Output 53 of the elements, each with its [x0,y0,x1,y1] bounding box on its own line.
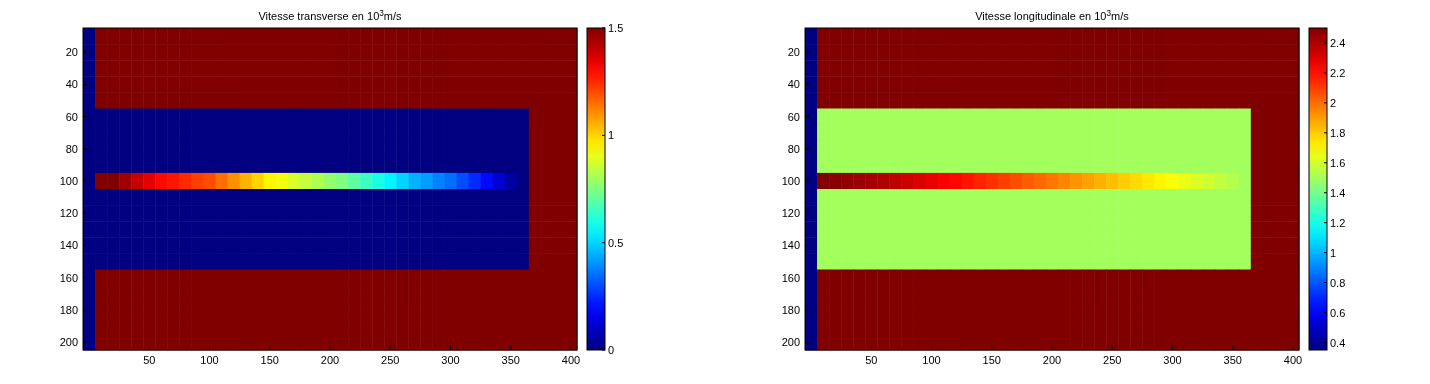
color-bar-label: 2.4 [1330,36,1346,49]
x-tick-label: 200 [320,354,340,366]
color-bar-label: 0.5 [608,236,624,249]
color-bar-label: 0.8 [1330,276,1346,289]
y-tick-label: 100 [781,174,800,187]
y-tick-label: 140 [781,239,800,252]
color-bar-label: 1.4 [1330,186,1346,199]
color-bar-label: 2.2 [1330,66,1346,79]
y-tick-label: 120 [59,207,78,220]
x-tick-label: 400 [561,354,581,366]
x-tick-label: 150 [260,354,279,366]
y-tick-label: 160 [59,271,78,284]
color-bar-label: 1 [1330,246,1337,259]
x-tick-label: 50 [865,354,878,366]
x-tick-label: 150 [982,354,1001,366]
x-tick-label: 300 [1163,354,1182,366]
y-tick-label: 60 [65,110,78,123]
y-tick-label: 100 [59,174,78,187]
color-bar-label: 0.6 [1330,306,1346,319]
x-tick-label: 250 [381,354,400,366]
x-tick-label: 100 [922,354,941,366]
chart-title: Vitesse transverse en 10$^{3}$m/s [258,8,403,22]
y-tick-label: 20 [65,46,78,59]
x-tick-label: 250 [1103,354,1122,366]
x-tick-label: 350 [1223,354,1242,366]
x-tick-label: 100 [200,354,219,366]
color-bar-label: 1.5 [608,22,624,34]
y-tick-label: 40 [787,78,800,91]
y-tick-label: 80 [65,142,78,155]
y-tick-label: 60 [787,110,800,123]
y-tick-label: 160 [781,271,800,284]
color-bar-label: 0.4 [1330,336,1346,349]
y-tick-label: 40 [65,78,78,91]
y-tick-label: 180 [59,303,78,316]
y-tick-label: 200 [59,335,78,348]
color-bar-label: 2 [1330,96,1337,109]
y-tick-label: 120 [781,207,800,220]
y-tick-label: 80 [787,142,800,155]
chart-title: Vitesse longitudinale en 10$^{3}$m/s [975,8,1130,22]
y-tick-label: 140 [59,239,78,252]
x-tick-label: 400 [1283,354,1303,366]
y-tick-label: 180 [781,303,800,316]
y-tick-label: 200 [781,335,800,348]
color-bar-label: 1 [608,129,615,142]
x-tick-label: 50 [143,354,156,366]
color-bar-label: 1.8 [1330,126,1346,139]
x-tick-label: 200 [1042,354,1062,366]
color-bar-label: 0 [608,344,615,356]
x-tick-label: 350 [501,354,520,366]
color-bar-label: 1.6 [1330,156,1346,169]
y-tick-label: 20 [787,46,800,59]
x-tick-label: 300 [441,354,460,366]
color-bar-label: 1.2 [1330,216,1346,229]
